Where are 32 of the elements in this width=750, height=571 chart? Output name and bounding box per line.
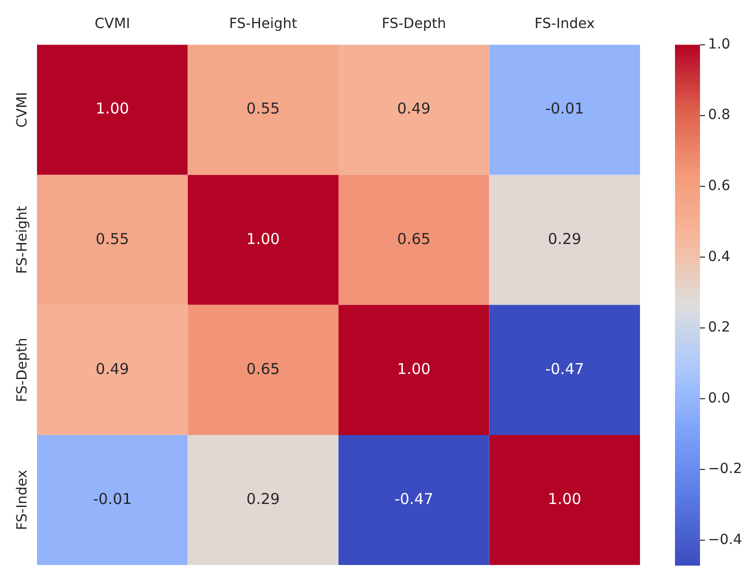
color-bar-label: 1.0 — [708, 36, 730, 52]
color-bar-label: 0.0 — [708, 390, 730, 406]
color-bar-label: −0.2 — [708, 461, 742, 478]
color-bar-label: 0.6 — [708, 178, 730, 194]
y-tick-label: FS-Index — [14, 470, 31, 530]
data-label: -0.47 — [394, 490, 434, 508]
y-tick-label: FS-Height — [14, 205, 31, 274]
color-bar-label: 0.8 — [708, 107, 730, 124]
data-label: -0.01 — [545, 100, 584, 118]
y-tick-label: CVMI — [14, 92, 31, 128]
data-label: 0.65 — [246, 360, 280, 378]
data-label: 0.49 — [397, 100, 431, 118]
data-label: 1.00 — [397, 360, 431, 378]
data-label: 0.55 — [246, 100, 280, 118]
data-label: 0.55 — [96, 230, 130, 248]
data-label: 1.00 — [96, 100, 130, 118]
color-bar-label: 0.4 — [708, 248, 730, 265]
color-bar-label: −0.4 — [708, 532, 742, 548]
data-label: 0.29 — [548, 230, 582, 248]
data-label: 0.49 — [96, 360, 130, 378]
x-tick-label: FS-Depth — [382, 16, 446, 32]
x-tick-label: FS-Index — [534, 16, 595, 32]
data-label: -0.01 — [92, 490, 132, 508]
data-label: -0.47 — [545, 360, 584, 378]
x-tick-label: CVMI — [94, 16, 130, 32]
color-bar-label: 0.2 — [708, 320, 730, 336]
x-tick-label: FS-Height — [229, 16, 298, 32]
data-label: 1.00 — [246, 230, 280, 248]
data-label: 0.29 — [246, 490, 280, 508]
y-tick-label: FS-Depth — [14, 338, 31, 402]
data-label: 1.00 — [548, 490, 582, 508]
data-label: 0.65 — [397, 230, 431, 248]
